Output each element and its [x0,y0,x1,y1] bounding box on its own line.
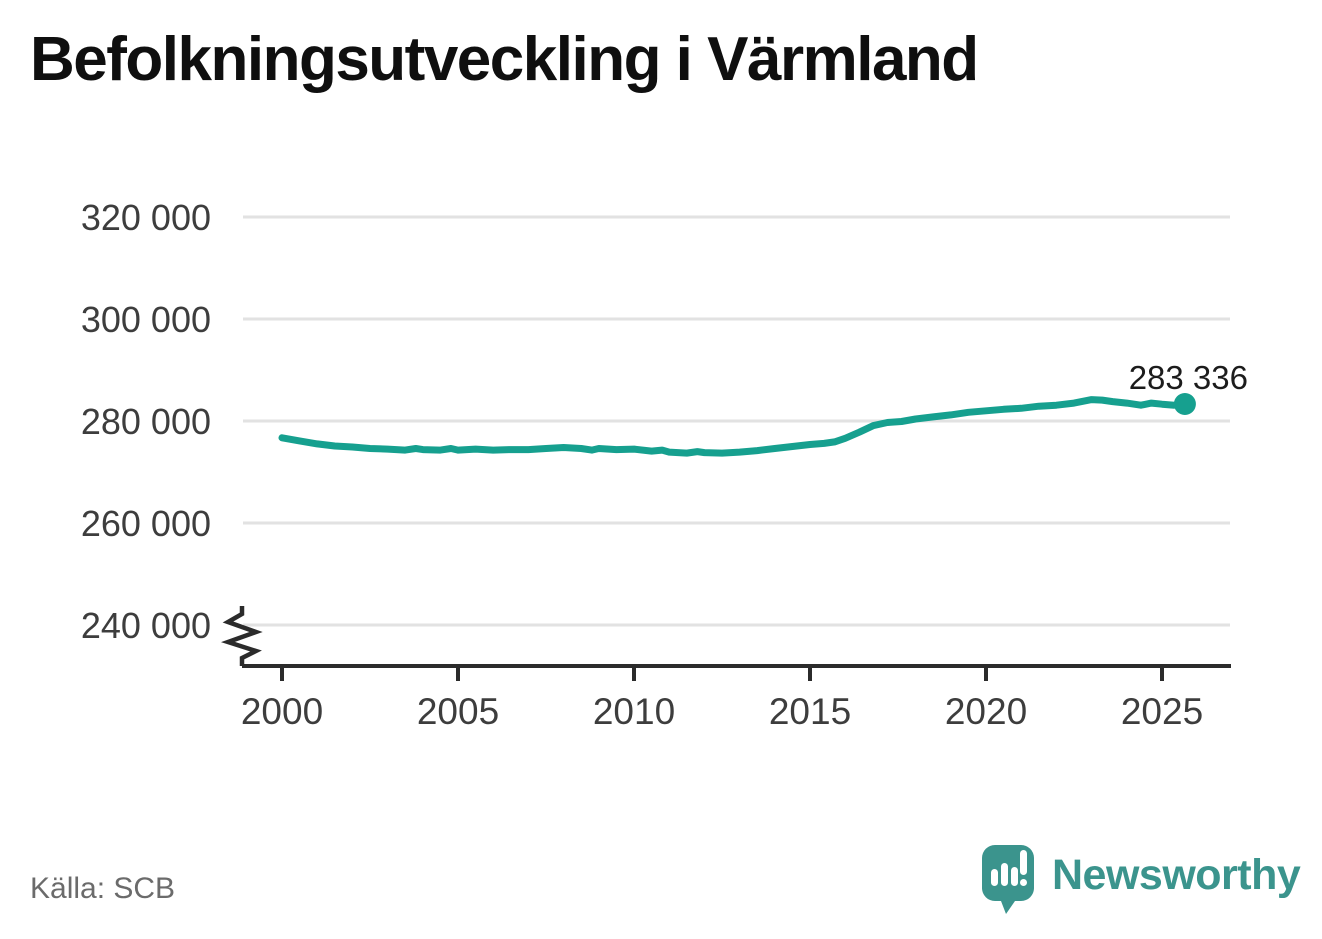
newsworthy-logo-icon [982,845,1034,914]
latest-value-marker [1173,393,1196,415]
newsworthy-branding: Newsworthy [982,845,1301,915]
chart-title: Befolkningsutveckling i Värmland [30,25,979,94]
logo-bar-1 [991,869,998,886]
x-tick-label: 2025 [1121,691,1203,732]
x-tick-label: 2000 [241,691,323,732]
logo-exclamation-dot [1020,879,1027,886]
y-tick-label: 280 000 [81,401,211,442]
y-tick-label: 300 000 [81,299,211,340]
y-tick-label: 260 000 [81,503,211,544]
newsworthy-wordmark: Newsworthy [1052,851,1301,899]
source-caption: Källa: SCB [30,872,176,905]
x-tick-label: 2010 [593,691,675,732]
y-axis-break-icon [220,606,263,666]
latest-value-label: 283 336 [1129,359,1248,396]
logo-bar-2 [1001,863,1008,886]
y-tick-label: 320 000 [81,197,211,238]
logo-exclamation-bar [1020,850,1027,875]
x-tick-label: 2005 [417,691,499,732]
population-trend-line [278,396,1189,457]
x-tick-label: 2015 [769,691,851,732]
logo-bar-3 [1011,867,1018,886]
y-tick-label: 240 000 [81,605,211,646]
x-tick-label: 2020 [945,691,1027,732]
